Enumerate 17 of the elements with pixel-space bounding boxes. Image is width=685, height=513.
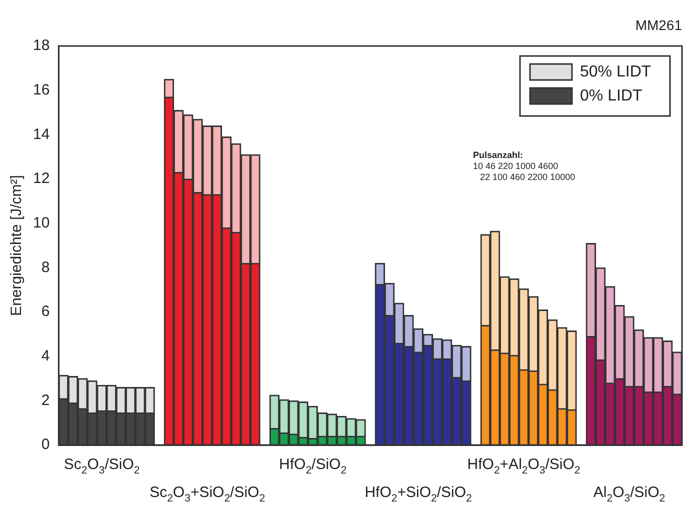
y-tick-label: 0 [41, 436, 50, 454]
annotation: 22 100 460 2200 10000 [480, 172, 576, 182]
y-tick-label: 18 [32, 37, 50, 54]
y-tick-label: 8 [41, 258, 50, 276]
y-tick-label: 2 [41, 392, 50, 409]
y-tick-label: 12 [32, 170, 50, 188]
y-tick-label: 16 [32, 81, 50, 98]
y-axis-title: Energiedichte [J/cm²] [8, 175, 26, 316]
legend-label: 0% LIDT [580, 87, 642, 104]
text: MM261 [635, 17, 682, 33]
y-tick-label: 14 [32, 126, 50, 143]
y-tick-label: 10 [32, 214, 50, 232]
legend-label: 50% LIDT [580, 63, 652, 80]
annotation: Pulsanzahl: [473, 150, 524, 160]
y-tick-label: 4 [41, 347, 50, 364]
annotation: 10 46 220 1000 4600 [473, 161, 558, 171]
y-tick-label: 6 [41, 303, 50, 320]
